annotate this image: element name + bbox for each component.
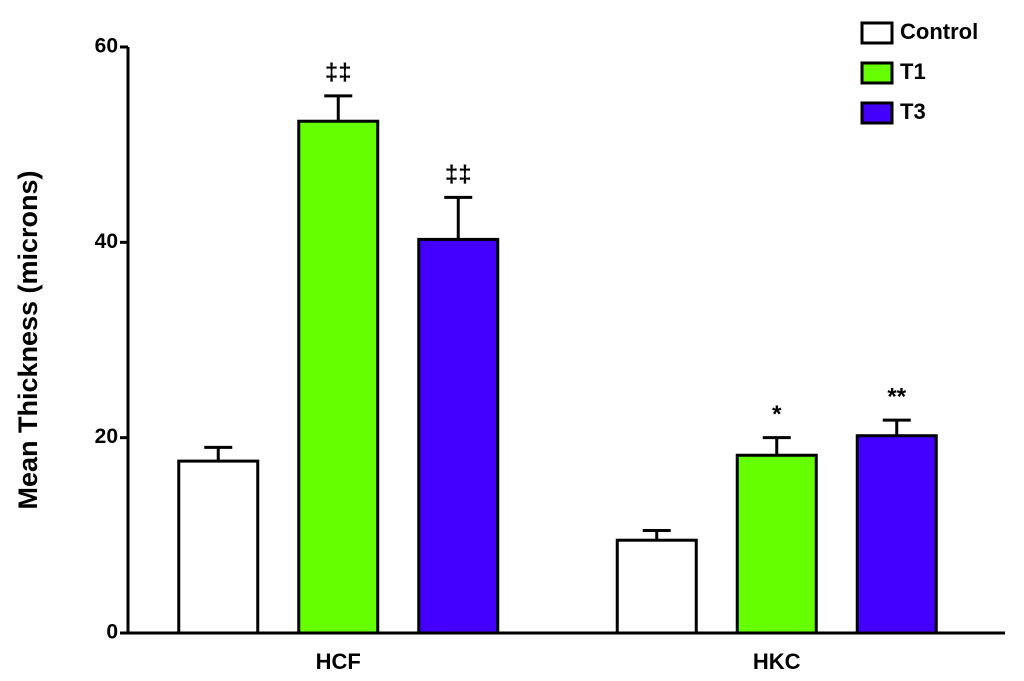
x-tick-label: HKC (753, 649, 801, 674)
legend-label: Control (900, 19, 978, 44)
legend-swatch (860, 21, 894, 45)
x-tick-label: HCF (316, 649, 361, 674)
bar (855, 434, 938, 635)
legend-label: T1 (900, 59, 926, 84)
bar (735, 453, 818, 635)
bar (297, 119, 380, 635)
bar (615, 538, 698, 635)
y-tick-label: 20 (95, 425, 118, 448)
y-tick-label: 40 (95, 230, 118, 253)
y-axis-label: Mean Thickness (microns) (13, 170, 43, 509)
bar (417, 237, 500, 635)
annotation: ** (887, 383, 906, 410)
y-tick-label: 60 (95, 35, 118, 58)
annotation: * (772, 401, 782, 428)
legend-swatch (860, 61, 894, 85)
bar (177, 459, 260, 635)
legend-label: T3 (900, 99, 926, 124)
annotation: ‡‡ (325, 59, 352, 86)
y-tick-label: 0 (106, 621, 118, 644)
legend-swatch (860, 101, 894, 125)
annotation: ‡‡ (445, 161, 472, 188)
